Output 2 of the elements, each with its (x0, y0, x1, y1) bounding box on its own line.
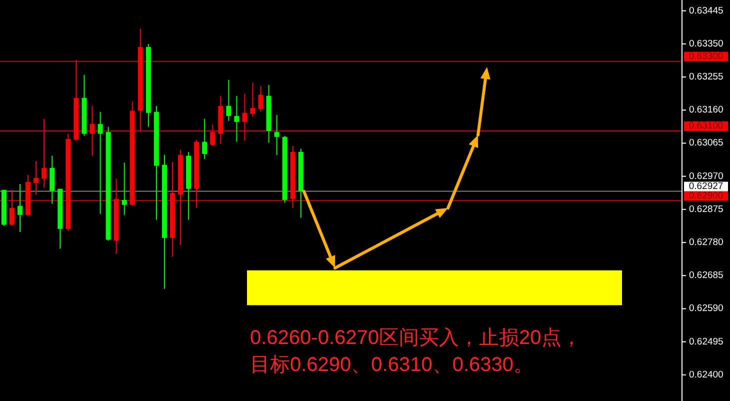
annotation: 目标0.6290、0.6310、0.6330。 (250, 354, 534, 376)
annotation: 0.6260-0.6270区间买入，止损20点， (250, 327, 582, 349)
